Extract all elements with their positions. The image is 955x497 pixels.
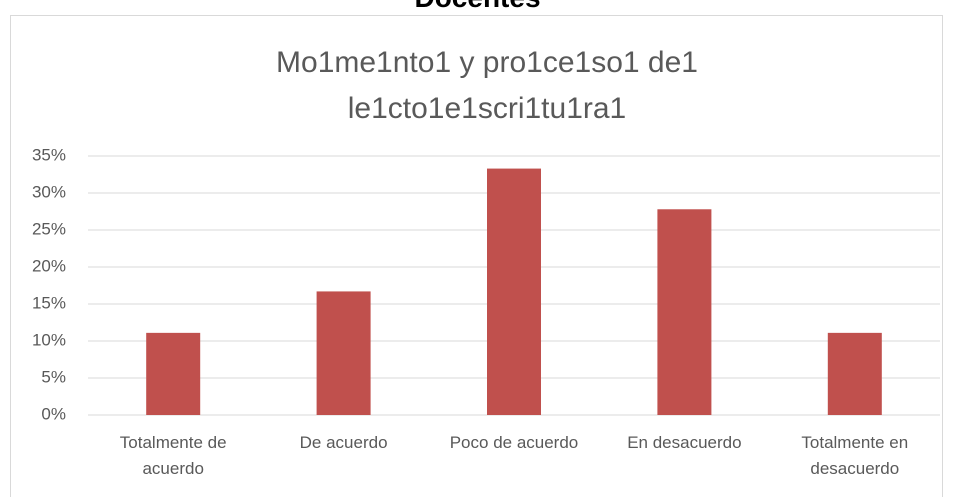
y-tick-label: 10% [32, 330, 66, 349]
x-tick-label: Totalmente en desacuerdo [801, 433, 909, 478]
x-tick-label: En desacuerdo [627, 433, 742, 452]
chart-border [10, 15, 943, 497]
bar [657, 209, 712, 415]
y-tick-label: 20% [32, 256, 66, 275]
x-tick-label: Totalmente de acuerdo [119, 433, 227, 478]
y-tick-label: 0% [41, 404, 66, 423]
y-tick-label: 30% [32, 182, 66, 201]
bar [146, 332, 201, 415]
heading: Docentes [0, 0, 955, 14]
y-tick-label: 25% [32, 219, 66, 238]
x-tick-label: De acuerdo [299, 433, 388, 452]
chart-title: Mo1me1nto1 y pro1ce1so1 de1 le1cto1e1scr… [276, 46, 698, 125]
y-tick-label: 15% [32, 293, 66, 312]
y-tick-label: 35% [32, 145, 66, 164]
bar [487, 168, 541, 415]
bar [316, 291, 371, 415]
x-tick-label: Poco de acuerdo [449, 433, 579, 452]
bar [827, 332, 882, 415]
y-tick-label: 5% [41, 367, 66, 386]
